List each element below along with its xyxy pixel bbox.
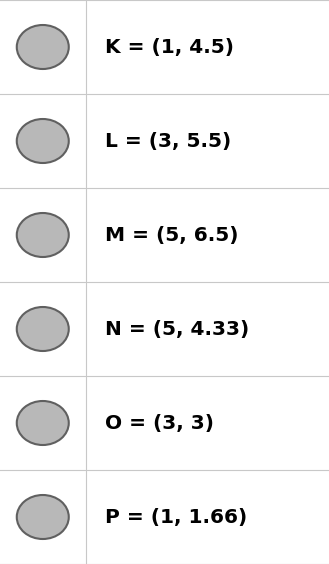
Ellipse shape bbox=[17, 119, 69, 163]
Ellipse shape bbox=[17, 495, 69, 539]
Ellipse shape bbox=[17, 25, 69, 69]
Ellipse shape bbox=[17, 401, 69, 445]
Text: K = (1, 4.5): K = (1, 4.5) bbox=[105, 37, 234, 56]
Ellipse shape bbox=[17, 213, 69, 257]
Text: M = (5, 6.5): M = (5, 6.5) bbox=[105, 226, 239, 245]
Ellipse shape bbox=[17, 307, 69, 351]
Text: N = (5, 4.33): N = (5, 4.33) bbox=[105, 319, 249, 338]
Text: L = (3, 5.5): L = (3, 5.5) bbox=[105, 131, 232, 151]
Text: O = (3, 3): O = (3, 3) bbox=[105, 413, 214, 433]
Text: P = (1, 1.66): P = (1, 1.66) bbox=[105, 508, 247, 527]
